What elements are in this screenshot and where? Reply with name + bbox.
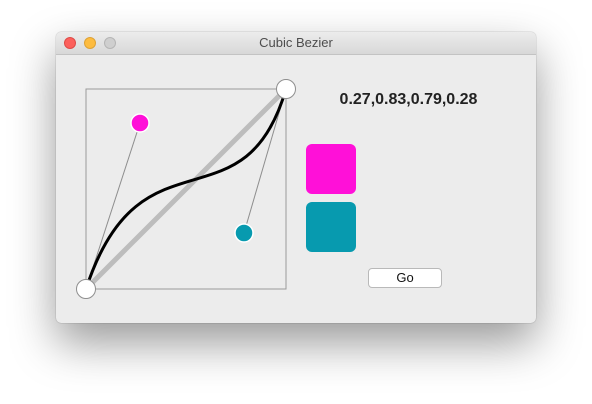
p2-control-handle[interactable] [234,223,254,243]
start-point-handle[interactable] [76,279,96,299]
curve-frame [85,88,287,290]
minimize-window-button[interactable] [84,37,96,49]
p1-control-handle[interactable] [130,113,150,133]
title-bar: Cubic Bezier [56,32,536,55]
linear-reference-line [83,86,289,292]
bezier-values-label: 0.27,0.83,0.79,0.28 [339,91,478,108]
zoom-window-button[interactable] [104,37,116,49]
bezier-editor[interactable] [74,79,299,309]
app-window: Cubic Bezier 0.27,0.83,0.79,0.28 Go [56,32,536,323]
color-swatch-magenta [306,144,356,194]
close-window-button[interactable] [64,37,76,49]
window-title: Cubic Bezier [259,35,333,50]
end-point-handle[interactable] [276,79,296,99]
bezier-curve [84,88,288,290]
go-button[interactable]: Go [368,268,442,288]
color-swatch-teal [306,202,356,252]
